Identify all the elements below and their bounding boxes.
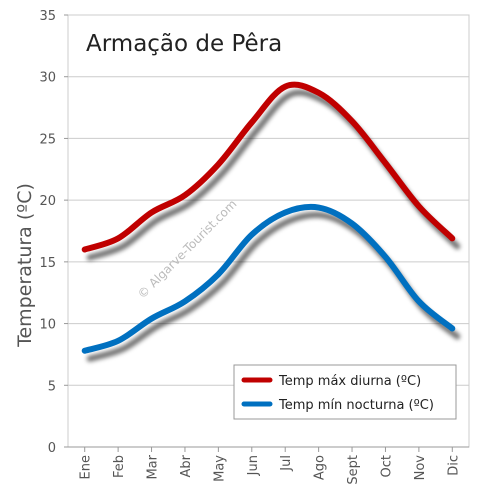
x-tick-label: Jun xyxy=(246,455,261,476)
x-tick-label: Mar xyxy=(146,454,161,479)
legend-label-max: Temp máx diurna (ºC) xyxy=(278,374,421,389)
x-tick-label: Feb xyxy=(112,455,127,478)
x-axis: Ene Feb Mar Abr May Jun Jul Ago Sept Oct Nov Dic xyxy=(79,447,461,485)
x-tick-label: Oct xyxy=(379,455,394,477)
y-tick-label: 25 xyxy=(39,132,56,147)
x-tick-label: Nov xyxy=(413,455,428,481)
y-tick-label: 5 xyxy=(48,379,56,394)
series xyxy=(81,81,461,362)
y-tick-label: 10 xyxy=(39,318,56,333)
y-tick-label: 15 xyxy=(39,256,56,271)
x-tick-label: Ago xyxy=(313,455,328,480)
y-tick-label: 20 xyxy=(39,194,56,209)
legend-label-min: Temp mín nocturna (ºC) xyxy=(278,398,434,413)
y-axis: 0 5 10 15 20 25 30 35 xyxy=(39,9,68,456)
x-tick-label: Jul xyxy=(279,455,294,472)
x-tick-label: Abr xyxy=(179,454,194,477)
y-tick-label: 35 xyxy=(39,9,56,24)
legend: Temp máx diurna (ºC) Temp mín nocturna (… xyxy=(233,364,457,420)
y-axis-title: Temperatura (ºC) xyxy=(14,183,36,348)
x-tick-label: May xyxy=(212,455,227,482)
series-line-0 xyxy=(81,81,456,253)
y-tick-label: 0 xyxy=(48,441,56,456)
legend-box xyxy=(233,364,457,420)
x-tick-label: Ene xyxy=(79,455,94,479)
x-tick-label: Sept xyxy=(346,455,361,485)
y-tick-label: 30 xyxy=(39,71,56,86)
series-line-1 xyxy=(81,203,456,354)
x-tick-label: Dic xyxy=(446,455,461,476)
chart-title: Armação de Pêra xyxy=(86,31,282,57)
